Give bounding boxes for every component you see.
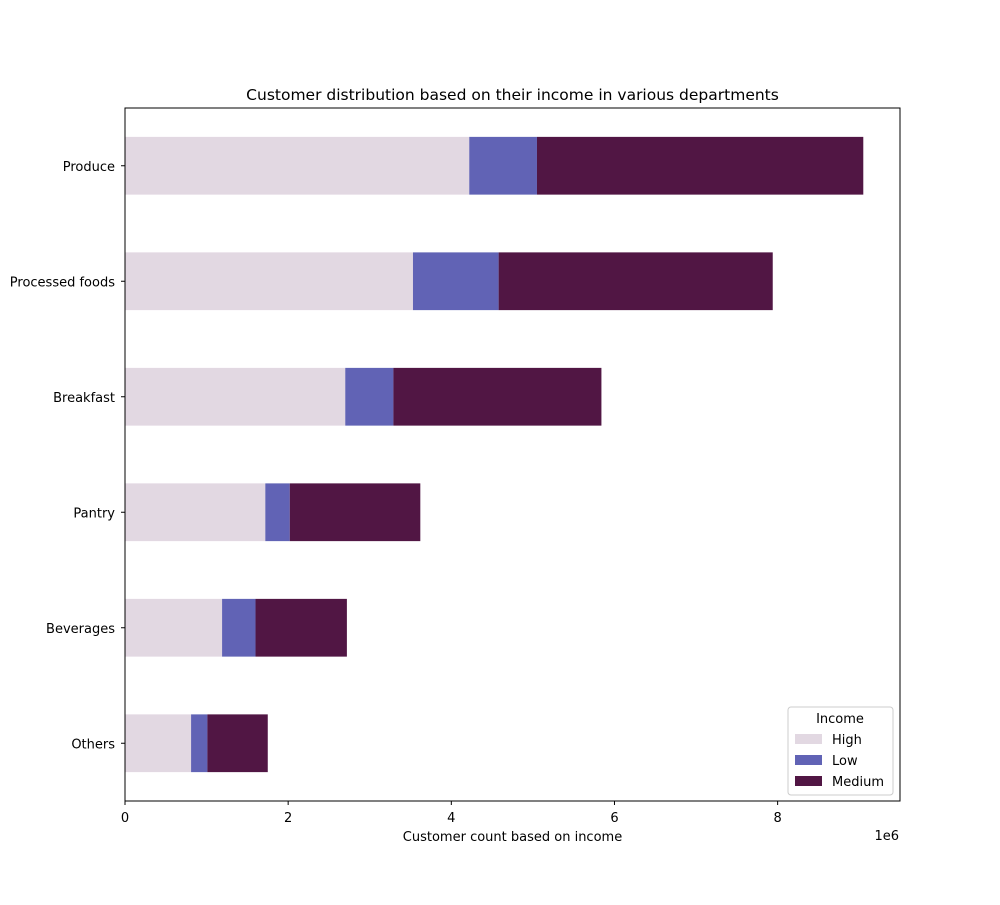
bar-low-produce xyxy=(469,136,537,195)
bar-high-produce xyxy=(125,136,470,195)
x-axis: 0 2 4 6 8 xyxy=(121,801,782,826)
legend-label-medium: Medium xyxy=(832,775,884,790)
legend-swatch-medium xyxy=(795,776,822,786)
bar-medium-others xyxy=(207,714,268,773)
bar-low-pantry xyxy=(265,483,290,542)
x-axis-label: Customer count based on income xyxy=(403,830,622,845)
legend-swatch-high xyxy=(795,734,822,744)
x-tick-label: 8 xyxy=(773,811,781,826)
bar-medium-breakfast xyxy=(393,367,602,426)
legend-swatch-low xyxy=(795,755,822,765)
x-tick-label: 6 xyxy=(610,811,618,826)
bar-medium-processed-foods xyxy=(498,252,773,311)
y-tick-label: Others xyxy=(71,737,115,752)
bars-layer xyxy=(125,136,864,773)
bar-high-beverages xyxy=(125,598,223,657)
bar-medium-beverages xyxy=(255,598,347,657)
y-tick-label: Processed foods xyxy=(10,275,115,290)
bar-medium-produce xyxy=(536,136,864,195)
y-tick-label: Breakfast xyxy=(53,391,115,406)
x-tick-label: 4 xyxy=(447,811,455,826)
y-axis: Produce Processed foods Breakfast Pantry Bev… xyxy=(10,160,125,752)
legend: Income High Low Medium xyxy=(787,706,894,796)
legend-items: High Low Medium xyxy=(795,733,884,790)
legend-label-high: High xyxy=(832,733,862,748)
bar-low-beverages xyxy=(222,598,256,657)
bar-low-others xyxy=(191,714,208,773)
bar-low-processed-foods xyxy=(412,252,499,311)
bar-high-pantry xyxy=(125,483,266,542)
x-tick-label: 0 xyxy=(121,811,129,826)
plot-frame xyxy=(124,107,901,802)
y-tick-label: Pantry xyxy=(73,506,115,521)
bar-high-others xyxy=(125,714,192,773)
x-tick-label: 2 xyxy=(284,811,292,826)
legend-title: Income xyxy=(816,712,864,727)
y-tick-label: Produce xyxy=(63,160,115,175)
legend-frame xyxy=(787,706,894,796)
x-axis-offset-label: 1e6 xyxy=(874,829,899,844)
legend-label-low: Low xyxy=(832,754,858,769)
y-tick-label: Beverages xyxy=(46,622,115,637)
bar-low-breakfast xyxy=(345,367,394,426)
bar-high-breakfast xyxy=(125,367,346,426)
bar-medium-pantry xyxy=(289,483,421,542)
bar-high-processed-foods xyxy=(125,252,413,311)
chart-title: Customer distribution based on their inc… xyxy=(246,86,779,104)
